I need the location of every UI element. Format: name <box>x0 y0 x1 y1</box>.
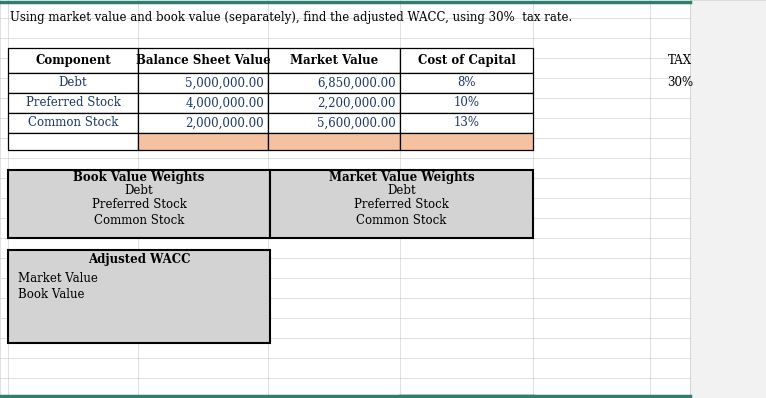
Text: 10%: 10% <box>453 96 480 109</box>
FancyBboxPatch shape <box>270 170 533 238</box>
FancyBboxPatch shape <box>8 170 270 238</box>
Text: Book Value Weights: Book Value Weights <box>74 170 205 183</box>
FancyBboxPatch shape <box>8 113 138 133</box>
Text: Preferred Stock: Preferred Stock <box>354 199 449 211</box>
Text: Common Stock: Common Stock <box>93 213 184 226</box>
Text: 4,000,000.00: 4,000,000.00 <box>185 96 264 109</box>
Text: 30%: 30% <box>667 76 693 90</box>
FancyBboxPatch shape <box>400 93 533 113</box>
FancyBboxPatch shape <box>400 48 533 73</box>
Text: Using market value and book value (separately), find the adjusted WACC, using 30: Using market value and book value (separ… <box>10 12 572 25</box>
FancyBboxPatch shape <box>268 113 400 133</box>
Text: Balance Sheet Value: Balance Sheet Value <box>136 54 270 67</box>
Text: Common Stock: Common Stock <box>28 117 118 129</box>
FancyBboxPatch shape <box>138 48 268 73</box>
FancyBboxPatch shape <box>138 113 268 133</box>
Text: 2,200,000.00: 2,200,000.00 <box>317 96 396 109</box>
Text: Preferred Stock: Preferred Stock <box>92 199 186 211</box>
Text: Book Value: Book Value <box>18 289 84 302</box>
FancyBboxPatch shape <box>690 0 766 398</box>
Text: Component: Component <box>35 54 111 67</box>
Text: Debt: Debt <box>59 76 87 90</box>
Text: 5,600,000.00: 5,600,000.00 <box>317 117 396 129</box>
Text: 6,850,000.00: 6,850,000.00 <box>317 76 396 90</box>
FancyBboxPatch shape <box>138 133 268 150</box>
FancyBboxPatch shape <box>268 48 400 73</box>
FancyBboxPatch shape <box>268 133 400 150</box>
FancyBboxPatch shape <box>8 250 270 343</box>
Text: Market Value: Market Value <box>18 271 98 285</box>
Text: 2,000,000.00: 2,000,000.00 <box>185 117 264 129</box>
FancyBboxPatch shape <box>138 73 268 93</box>
Text: 8%: 8% <box>457 76 476 90</box>
FancyBboxPatch shape <box>400 73 533 93</box>
FancyBboxPatch shape <box>268 73 400 93</box>
FancyBboxPatch shape <box>138 93 268 113</box>
Text: Adjusted WACC: Adjusted WACC <box>88 254 190 267</box>
Text: Market Value: Market Value <box>290 54 378 67</box>
FancyBboxPatch shape <box>400 133 533 150</box>
Text: Debt: Debt <box>387 185 416 197</box>
Text: Preferred Stock: Preferred Stock <box>25 96 120 109</box>
FancyBboxPatch shape <box>8 93 138 113</box>
FancyBboxPatch shape <box>8 48 138 73</box>
FancyBboxPatch shape <box>400 113 533 133</box>
Text: Common Stock: Common Stock <box>356 213 447 226</box>
Text: TAX: TAX <box>668 54 692 67</box>
Text: Market Value Weights: Market Value Weights <box>329 170 474 183</box>
Text: Cost of Capital: Cost of Capital <box>417 54 516 67</box>
Text: 13%: 13% <box>453 117 480 129</box>
Text: 5,000,000.00: 5,000,000.00 <box>185 76 264 90</box>
FancyBboxPatch shape <box>268 93 400 113</box>
Text: Debt: Debt <box>125 185 153 197</box>
FancyBboxPatch shape <box>8 73 138 93</box>
FancyBboxPatch shape <box>8 133 138 150</box>
